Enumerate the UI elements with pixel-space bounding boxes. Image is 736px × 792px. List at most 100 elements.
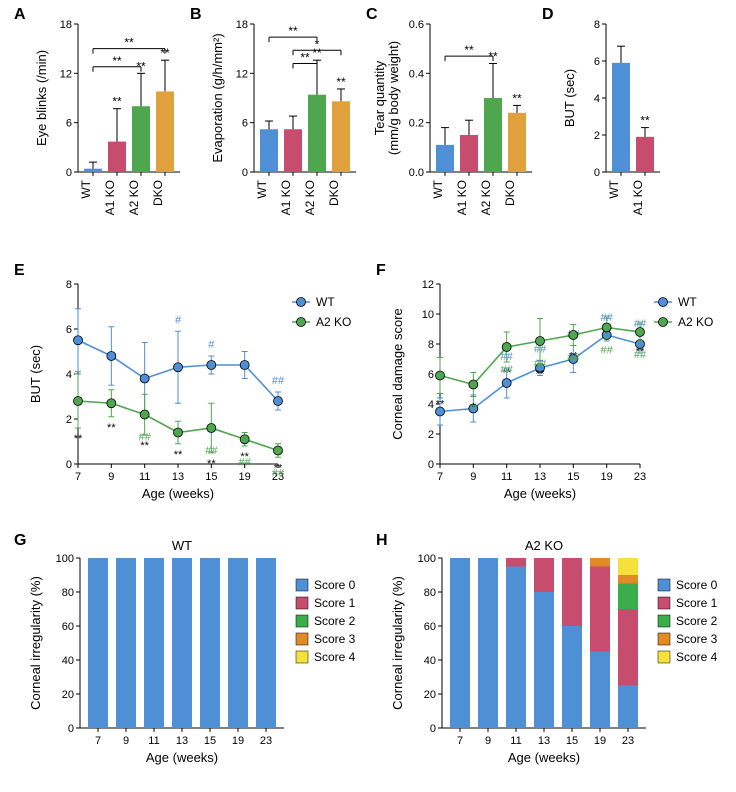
svg-text:13: 13 [172, 471, 184, 483]
svg-text:Score 2: Score 2 [314, 614, 356, 628]
svg-text:Age (weeks): Age (weeks) [142, 486, 214, 501]
svg-text:13: 13 [538, 735, 550, 747]
svg-text:Score 1: Score 1 [676, 596, 718, 610]
svg-text:18: 18 [236, 19, 248, 31]
svg-text:A2 KO: A2 KO [525, 538, 563, 553]
svg-text:Score 0: Score 0 [314, 578, 356, 592]
panel-A: 061218WT**A1 KO**A2 KO**DKO****Eye blink… [30, 10, 210, 260]
svg-text:0: 0 [428, 459, 434, 471]
svg-text:A2 KO: A2 KO [316, 315, 351, 329]
svg-text:##: ## [567, 352, 580, 364]
svg-text:40: 40 [62, 655, 74, 667]
svg-text:WT: WT [255, 179, 269, 198]
svg-text:WT: WT [172, 538, 192, 553]
svg-text:60: 60 [424, 621, 436, 633]
svg-text:**: ** [436, 399, 445, 411]
svg-text:Corneal irregularity (%): Corneal irregularity (%) [28, 576, 43, 710]
svg-text:##: ## [501, 364, 514, 376]
svg-text:Score 4: Score 4 [676, 650, 718, 664]
svg-text:8: 8 [66, 279, 72, 291]
svg-text:DKO: DKO [151, 180, 165, 206]
svg-text:7: 7 [75, 471, 81, 483]
svg-text:15: 15 [205, 471, 217, 483]
svg-text:80: 80 [424, 587, 436, 599]
svg-text:#: # [470, 402, 477, 414]
svg-text:11: 11 [148, 735, 159, 747]
svg-text:19: 19 [239, 471, 251, 483]
svg-text:2: 2 [66, 414, 72, 426]
panel-H: 020406080100A2 KOCorneal irregularity (%… [384, 534, 736, 792]
svg-text:**: ** [512, 91, 522, 105]
svg-text:Score 0: Score 0 [676, 578, 718, 592]
svg-text:**: ** [336, 75, 346, 89]
svg-text:10: 10 [422, 309, 434, 321]
svg-text:0.2: 0.2 [409, 118, 424, 130]
svg-text:18: 18 [60, 19, 72, 31]
figure: { "colors": { "wt": "#4F8FD6", "a1ko": "… [0, 0, 736, 792]
svg-text:Evaporation (g/h/mm²): Evaporation (g/h/mm²) [210, 33, 225, 162]
svg-text:A2 KO: A2 KO [479, 180, 493, 215]
panel-D: 02468WT**A1 KOBUT (sec) [558, 10, 698, 260]
svg-text:**: ** [74, 433, 83, 445]
svg-text:WT: WT [316, 295, 335, 309]
svg-text:**: ** [174, 449, 183, 461]
svg-text:7: 7 [95, 735, 101, 747]
svg-text:BUT (sec): BUT (sec) [28, 345, 43, 403]
svg-text:Age (weeks): Age (weeks) [504, 486, 576, 501]
svg-text:2: 2 [428, 429, 434, 441]
svg-text:#: # [208, 339, 215, 351]
label-A: A [14, 6, 26, 24]
svg-text:**: ** [300, 50, 310, 64]
svg-text:**: ** [464, 43, 474, 57]
svg-text:WT: WT [79, 179, 93, 198]
svg-text:0: 0 [594, 167, 600, 179]
svg-text:11: 11 [139, 471, 150, 483]
svg-text:0: 0 [242, 167, 248, 179]
svg-text:##: ## [634, 349, 647, 361]
svg-text:0: 0 [66, 459, 72, 471]
svg-text:A2 KO: A2 KO [127, 180, 141, 215]
svg-text:**: ** [112, 95, 122, 109]
svg-text:15: 15 [567, 471, 579, 483]
panel-B: 061218WTA1 KO**A2 KO**DKO*****Evaporatio… [206, 10, 386, 260]
svg-text:20: 20 [62, 689, 74, 701]
svg-text:23: 23 [634, 471, 646, 483]
svg-text:BUT (sec): BUT (sec) [562, 69, 577, 127]
svg-text:##: ## [139, 432, 152, 444]
svg-text:4: 4 [428, 399, 434, 411]
svg-text:Corneal damage score: Corneal damage score [390, 308, 405, 440]
panel-F: 024681012791113151923Age (weeks)Corneal … [384, 270, 736, 530]
svg-text:9: 9 [485, 735, 491, 747]
svg-text:**: ** [640, 114, 650, 128]
svg-text:0: 0 [430, 723, 436, 735]
svg-text:##: ## [534, 358, 547, 370]
svg-text:23: 23 [260, 735, 272, 747]
svg-text:8: 8 [428, 339, 434, 351]
svg-text:9: 9 [123, 735, 129, 747]
svg-text:##: ## [601, 345, 614, 357]
svg-text:15: 15 [204, 735, 216, 747]
svg-text:19: 19 [594, 735, 606, 747]
svg-text:6: 6 [594, 56, 600, 68]
svg-text:4: 4 [594, 93, 600, 105]
svg-text:#: # [175, 314, 182, 326]
svg-text:##: ## [272, 375, 285, 387]
svg-text:8: 8 [594, 19, 600, 31]
svg-text:**: ** [112, 54, 122, 68]
svg-text:**: ** [536, 369, 545, 381]
svg-text:100: 100 [418, 553, 436, 565]
svg-text:11: 11 [510, 735, 521, 747]
svg-text:4: 4 [66, 369, 72, 381]
svg-text:12: 12 [60, 68, 72, 80]
svg-text:7: 7 [437, 471, 443, 483]
svg-text:7: 7 [457, 735, 463, 747]
svg-text:A1 KO: A1 KO [631, 180, 645, 215]
svg-text:12: 12 [422, 279, 434, 291]
svg-text:80: 80 [62, 587, 74, 599]
svg-text:Score 1: Score 1 [314, 596, 356, 610]
svg-text:A1 KO: A1 KO [279, 180, 293, 215]
svg-text:0.0: 0.0 [409, 167, 424, 179]
svg-text:##: ## [272, 468, 285, 480]
svg-text:WT: WT [607, 179, 621, 198]
svg-text:##: ## [239, 456, 252, 468]
